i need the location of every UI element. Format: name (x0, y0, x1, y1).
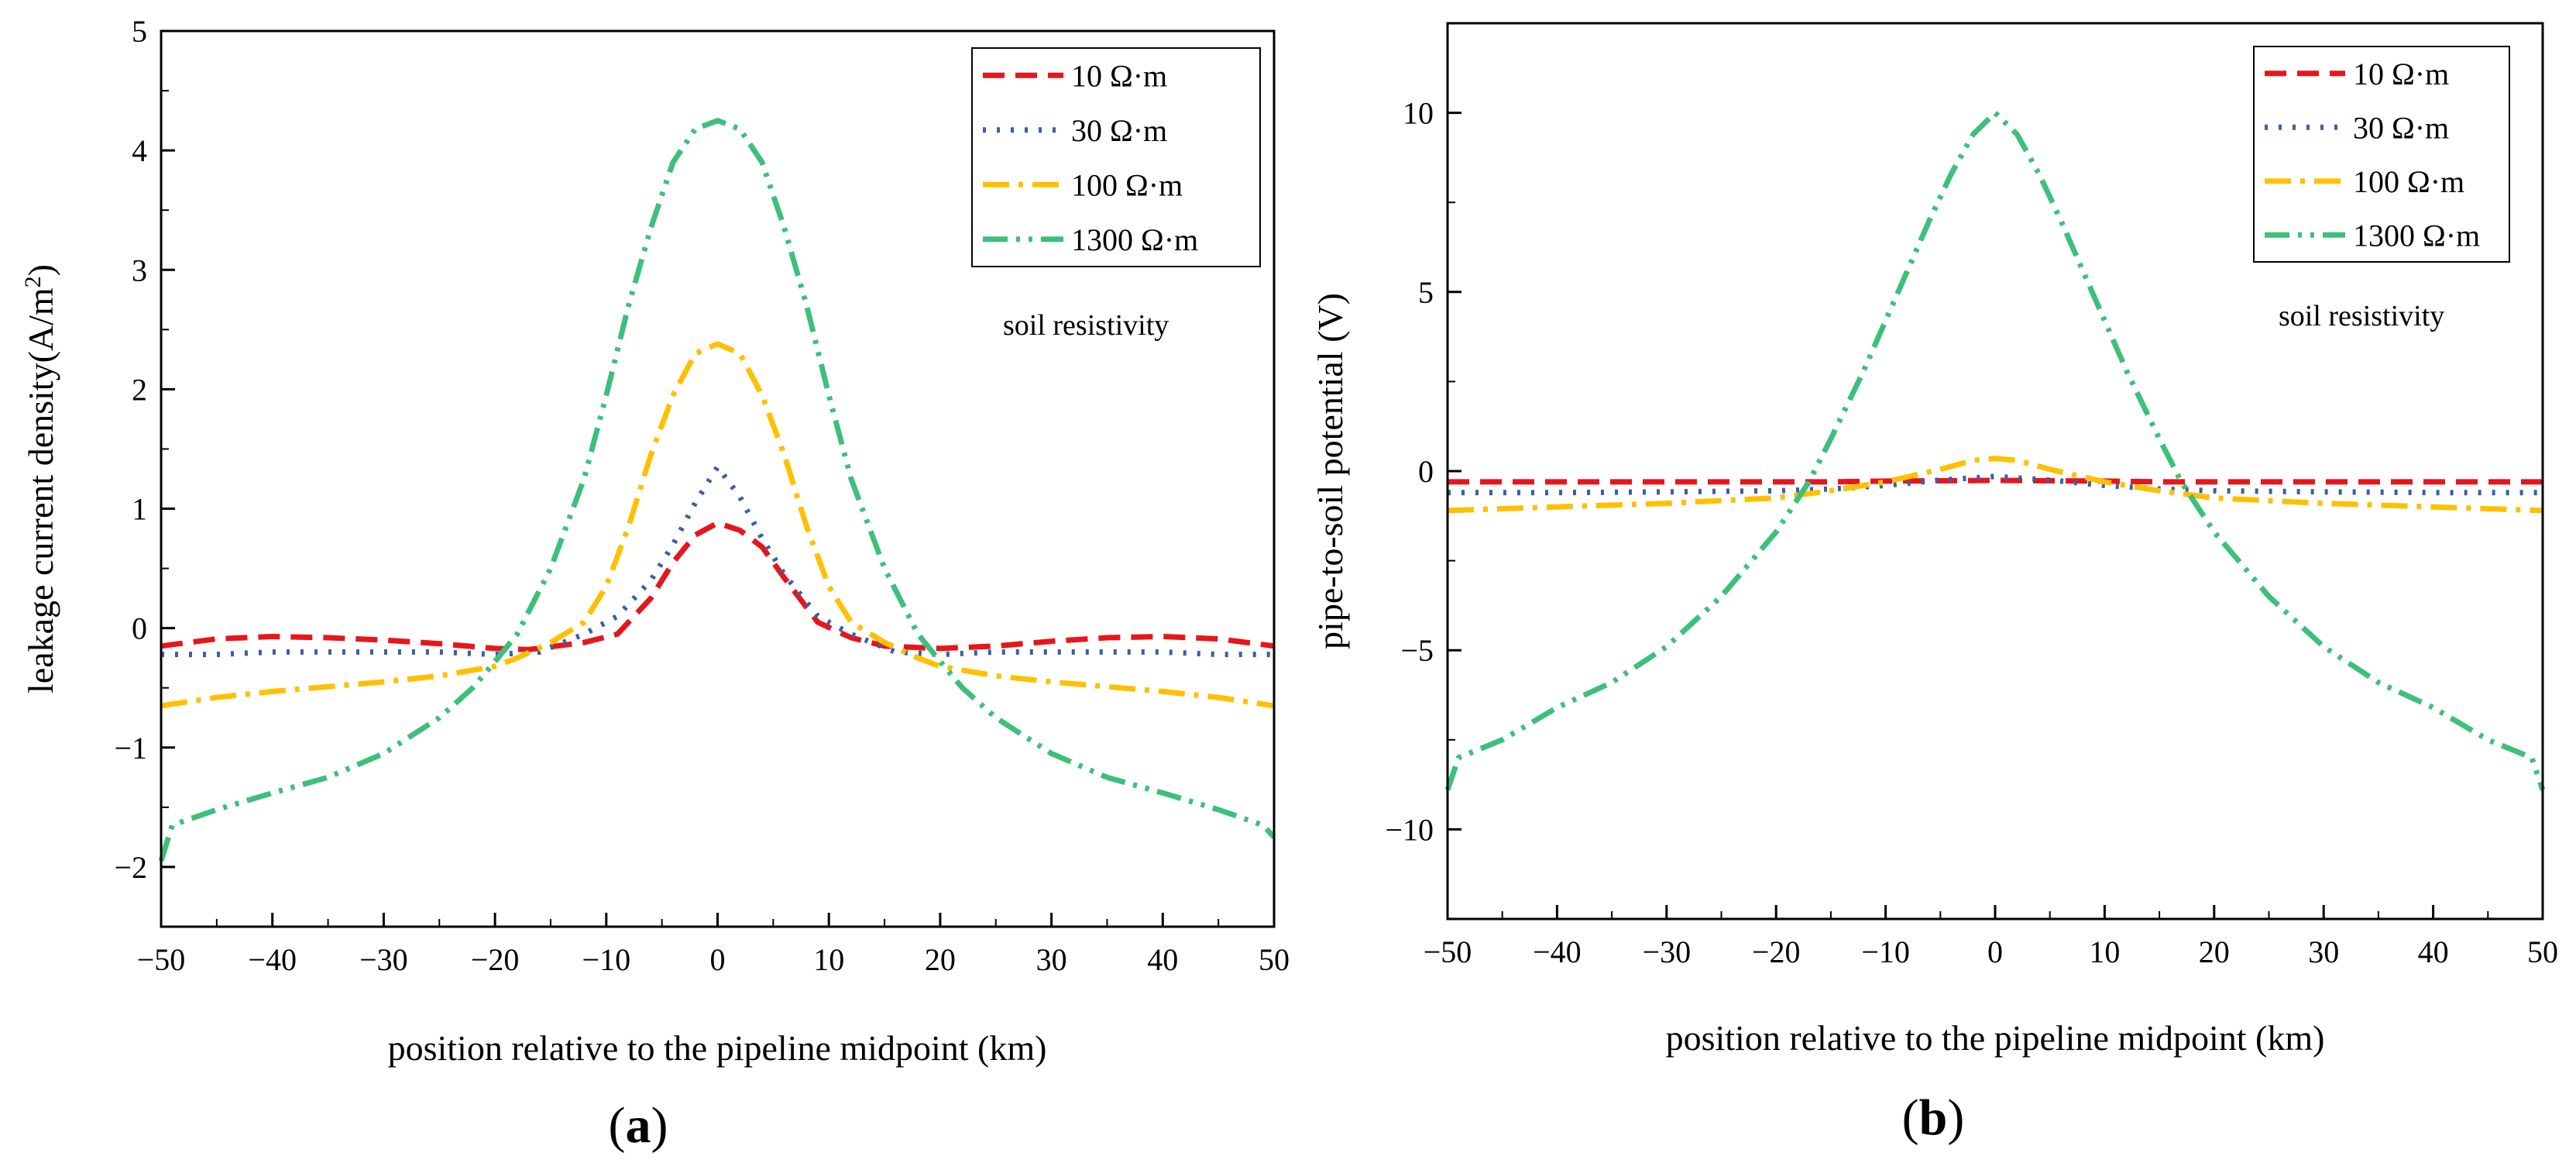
y-tick-label: −10 (1385, 812, 1434, 847)
y-tick-label: −5 (1400, 633, 1434, 668)
y-tick-label: 1 (132, 492, 147, 527)
series-line-1300-ohm-m (158, 118, 1276, 862)
x-tick-label: −40 (1533, 934, 1582, 969)
panel-b-label: (b) (1902, 1089, 1965, 1146)
x-tick-label: −30 (359, 942, 408, 977)
y-tick-label: −1 (114, 731, 147, 766)
panel-a-y-label-sup: 2 (20, 276, 46, 287)
panel-b-annotation: soil resistivity (2279, 300, 2444, 332)
panel-b-plot-frame (1446, 22, 2544, 921)
legend-box (971, 47, 1261, 267)
y-tick-label: −2 (114, 850, 147, 885)
x-tick-label: −50 (1424, 934, 1472, 969)
legend-entry: 30 Ω·m (2353, 110, 2449, 145)
y-tick-label: 5 (132, 14, 147, 49)
x-tick-label: 40 (1147, 942, 1178, 977)
legend-entry: 10 Ω·m (1071, 58, 1167, 93)
legend-entry: 1300 Ω·m (2353, 218, 2480, 253)
panel-a-x-axis-label: position relative to the pipeline midpoi… (388, 1028, 1047, 1068)
panel-a-series-group (158, 118, 1276, 862)
x-tick-label: −10 (582, 942, 631, 977)
x-tick-label: 50 (1259, 942, 1290, 977)
x-tick-label: 10 (2089, 934, 2120, 969)
x-tick-label: −20 (471, 942, 520, 977)
legend-box (2253, 46, 2510, 263)
panel-b-legend: 10 Ω·m 30 Ω·m 100 Ω·m 1300 Ω·m (2253, 46, 2510, 263)
series-line-1300-ohm-m (1444, 110, 2546, 791)
x-tick-label: 50 (2527, 934, 2558, 969)
x-tick-label: −50 (137, 942, 186, 977)
panel-a-legend: 10 Ω·m 30 Ω·m 100 Ω·m 1300 Ω·m (971, 47, 1261, 267)
y-tick-label: 4 (132, 133, 147, 168)
x-tick-label: 40 (2418, 934, 2449, 969)
panel-a-plot-frame (160, 29, 1276, 928)
y-tick-label: 0 (1418, 454, 1434, 489)
y-tick-label: 0 (132, 611, 147, 646)
legend-entry: 100 Ω·m (1071, 167, 1183, 202)
legend-entry: 30 Ω·m (1071, 113, 1167, 148)
series-line-100-ohm-m (160, 341, 1275, 709)
legend-entry: 10 Ω·m (2353, 57, 2449, 91)
y-tick-label: 5 (1418, 275, 1434, 310)
series-line-100-ohm-m (1447, 456, 2543, 514)
panel-b-series-group (1444, 110, 2546, 791)
panel-b-y-axis-label: pipe-to-soil potential (V) (1310, 293, 1350, 649)
panel-a-y-label-main: leakage current density(A/m (21, 287, 60, 693)
x-tick-label: 0 (1987, 934, 2003, 969)
panel-a-y-label-end: ) (21, 264, 60, 276)
panel-a-y-axis-label: leakage current density(A/m2) (20, 264, 61, 693)
x-tick-label: 0 (710, 942, 726, 977)
series-line-10-ohm-m (160, 520, 1275, 652)
x-tick-label: 20 (925, 942, 956, 977)
legend-entry: 1300 Ω·m (1071, 222, 1198, 257)
x-tick-label: −10 (1861, 934, 1910, 969)
panel-a-annotation: soil resistivity (1003, 309, 1169, 342)
x-tick-label: 10 (813, 942, 844, 977)
series-line-30-ohm-m (161, 464, 1274, 658)
y-tick-label: 2 (132, 372, 147, 407)
x-tick-label: −20 (1752, 934, 1801, 969)
x-tick-label: 20 (2199, 934, 2230, 969)
x-tick-label: −40 (248, 942, 297, 977)
x-tick-label: −30 (1643, 934, 1692, 969)
y-tick-label: 10 (1403, 96, 1434, 131)
x-tick-label: 30 (2308, 934, 2339, 969)
y-tick-label: 3 (132, 253, 147, 287)
panel-b-x-axis-label: position relative to the pipeline midpoi… (1666, 1018, 2325, 1058)
series-line-10-ohm-m (1448, 477, 2543, 485)
legend-entry: 100 Ω·m (2353, 164, 2464, 199)
panel-a-letter: a (626, 1097, 651, 1154)
panel-a-label: (a) (609, 1097, 668, 1154)
x-tick-label: 30 (1036, 942, 1067, 977)
panel-b-letter: b (1919, 1089, 1948, 1146)
